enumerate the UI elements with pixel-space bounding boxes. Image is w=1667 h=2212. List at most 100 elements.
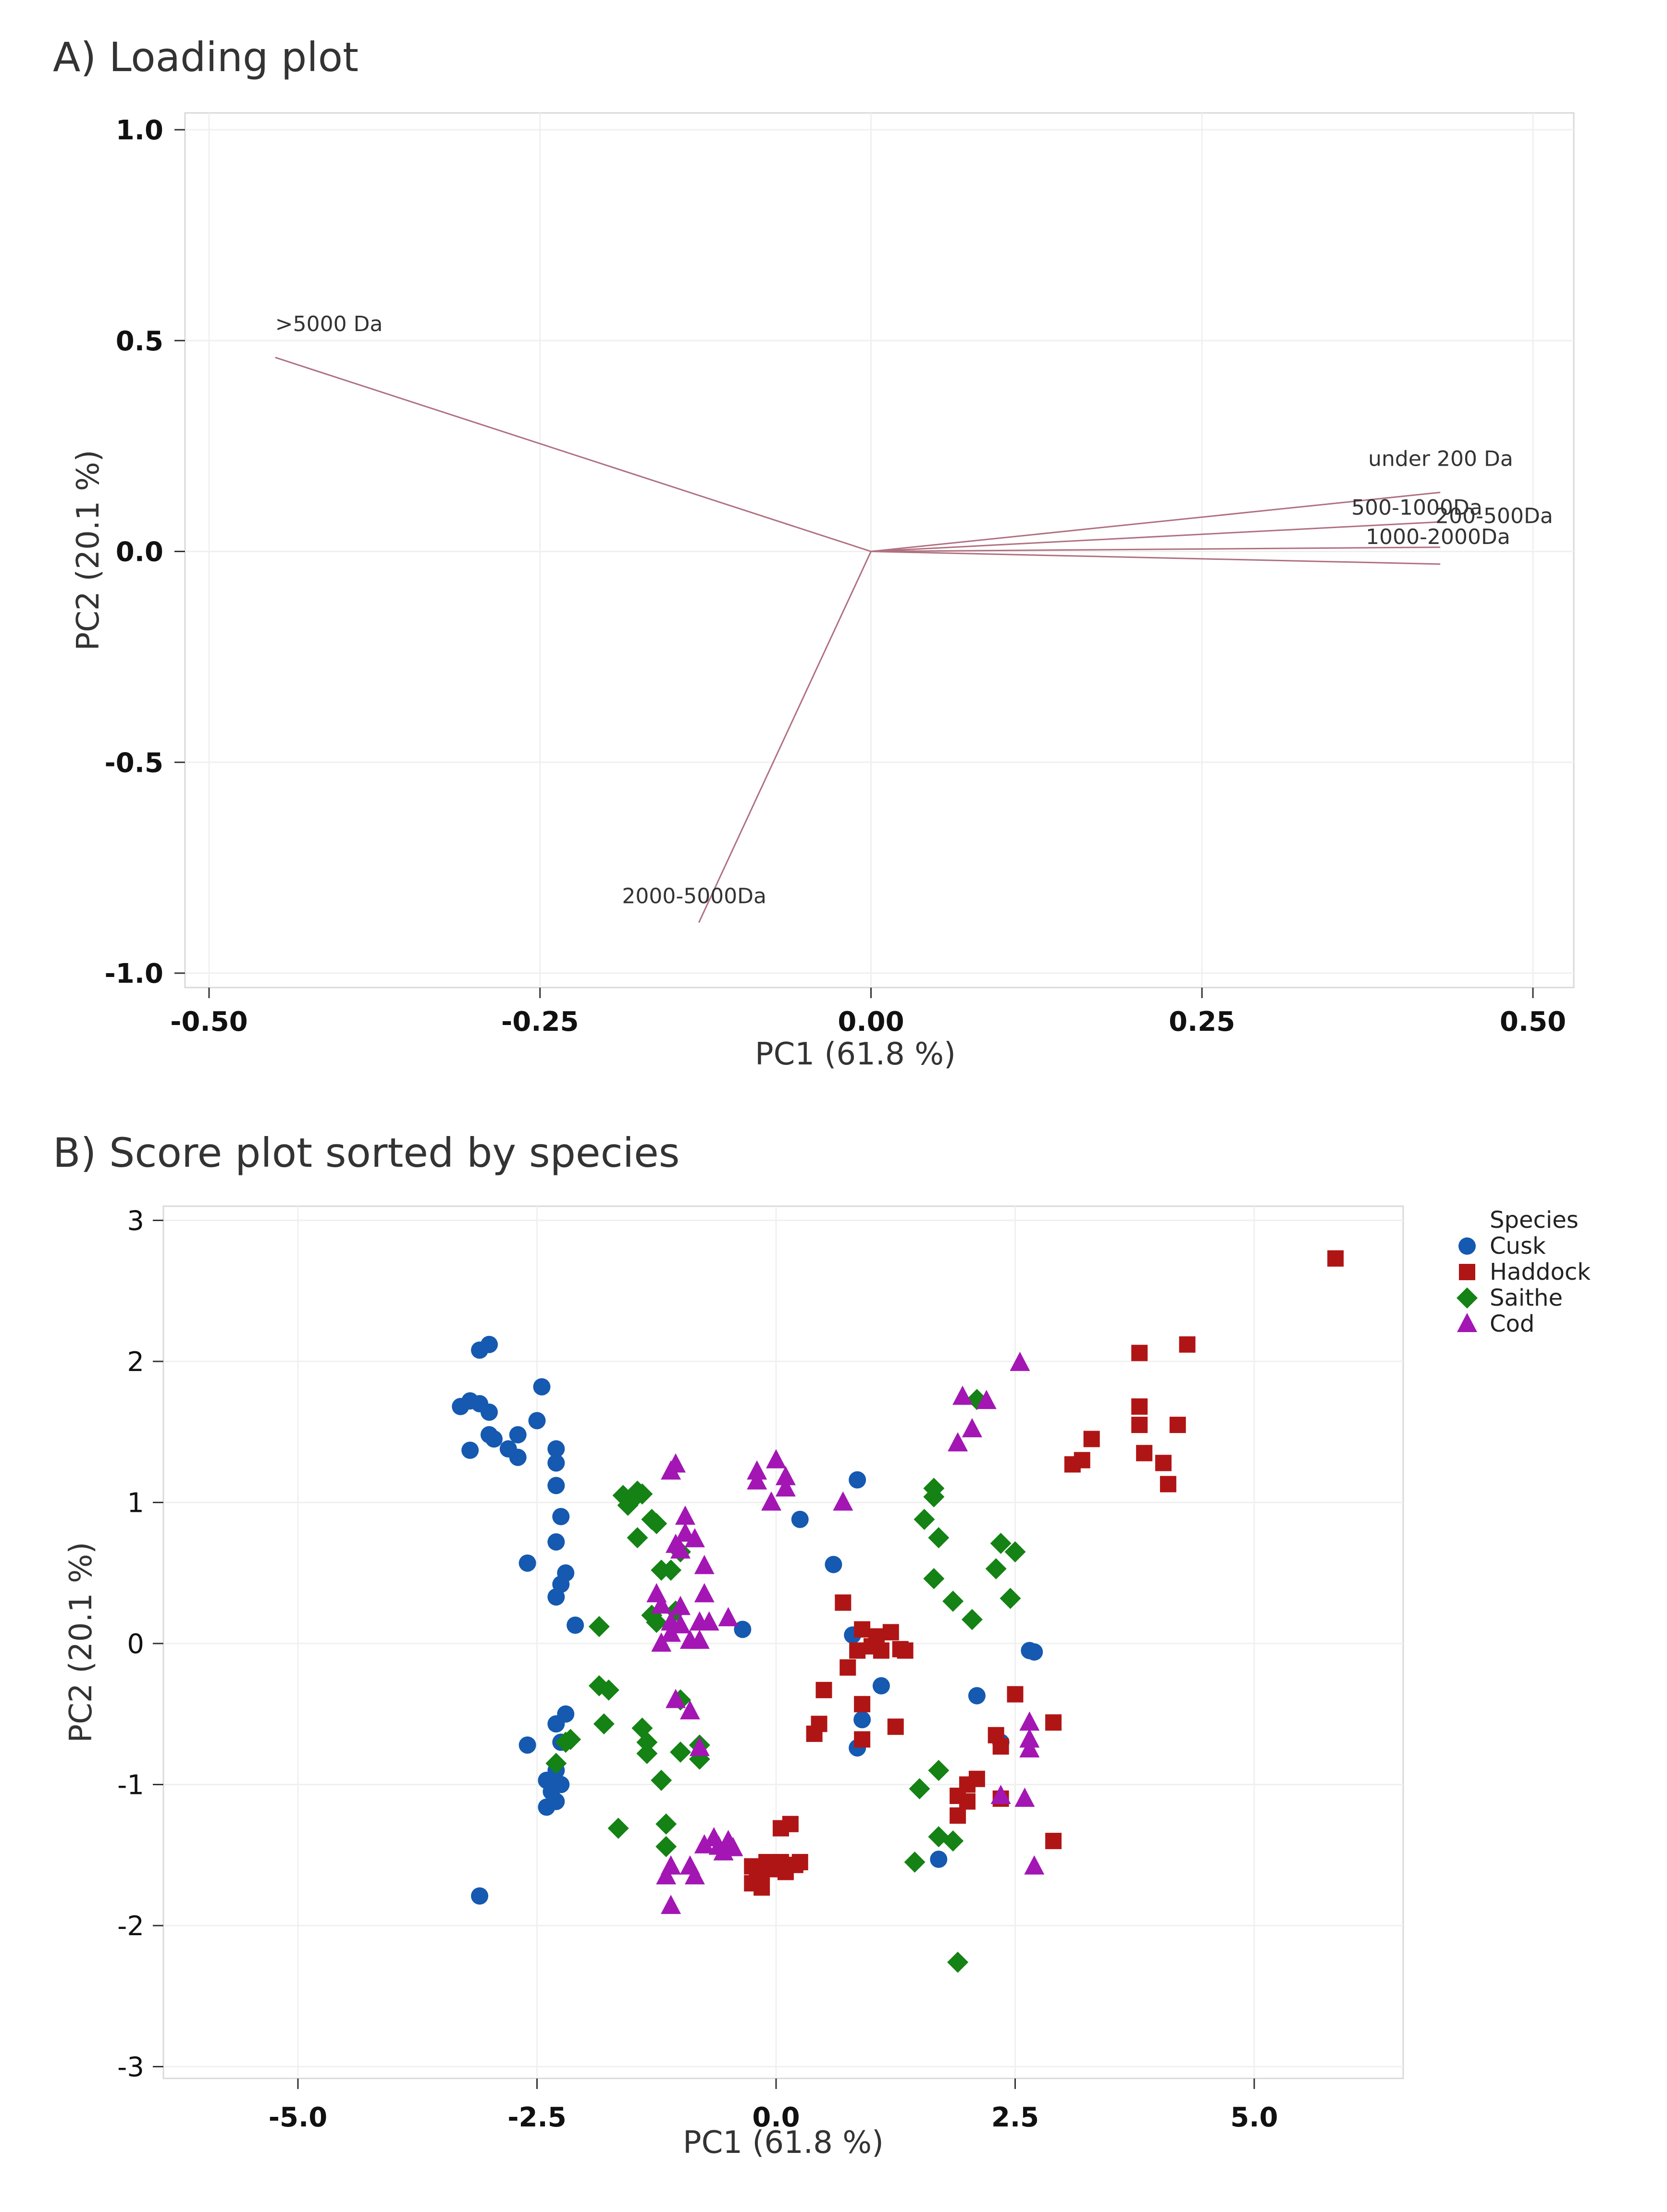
point-saithe <box>904 1851 926 1873</box>
x-tick-label: -2.5 <box>507 2102 566 2133</box>
point-cod <box>1019 1728 1040 1748</box>
point-haddock <box>873 1642 889 1659</box>
point-cod <box>661 1894 681 1914</box>
point-saithe <box>966 1389 988 1410</box>
point-saithe <box>636 1742 658 1764</box>
y-tick-label: -1.0 <box>105 958 163 989</box>
point-haddock <box>854 1696 871 1713</box>
point-saithe <box>607 1817 629 1839</box>
point-haddock <box>1131 1417 1148 1433</box>
score-plot-panel: B) Score plot sorted by species -5.0 -2.5… <box>0 1110 1667 2210</box>
point-cod <box>833 1491 853 1511</box>
point-haddock <box>868 1628 885 1645</box>
y-tick-label: 3 <box>127 1206 144 1237</box>
point-cusk <box>1025 1643 1043 1661</box>
point-cusk <box>481 1403 498 1421</box>
loading-vector <box>871 546 1441 552</box>
point-saithe <box>914 1508 935 1530</box>
point-haddock <box>1131 1398 1148 1415</box>
point-cod <box>1019 1738 1040 1758</box>
point-cusk <box>481 1335 498 1353</box>
point-cusk <box>519 1554 536 1572</box>
point-cusk <box>930 1851 948 1868</box>
point-cod <box>670 1539 691 1559</box>
point-saithe <box>622 1489 643 1510</box>
point-haddock <box>854 1731 871 1748</box>
y-tick-label: 0.5 <box>116 326 163 357</box>
loading-label: >5000 Da <box>275 312 383 336</box>
point-cusk <box>547 1477 565 1495</box>
point-haddock <box>1169 1417 1186 1433</box>
point-cusk <box>528 1412 546 1430</box>
point-cusk <box>552 1508 570 1525</box>
point-haddock <box>1327 1250 1344 1267</box>
point-haddock <box>1045 1832 1062 1849</box>
point-cusk <box>547 1588 565 1606</box>
point-haddock <box>1083 1431 1100 1447</box>
point-cusk <box>509 1448 527 1466</box>
loading-label: under 200 Da <box>1368 447 1513 471</box>
point-haddock <box>791 1854 808 1870</box>
point-cod <box>684 1528 705 1547</box>
point-cusk <box>547 1715 565 1733</box>
point-saithe <box>593 1713 615 1735</box>
legend-label-cusk: Cusk <box>1490 1233 1546 1260</box>
point-haddock <box>1179 1336 1196 1353</box>
point-cusk <box>547 1533 565 1551</box>
loading-label: 1000-2000Da <box>1366 525 1510 549</box>
point-saithe <box>928 1760 950 1781</box>
point-saithe <box>923 1568 945 1589</box>
legend-label-cod: Cod <box>1490 1310 1534 1337</box>
point-saithe <box>1004 1541 1026 1563</box>
point-saithe <box>909 1778 930 1800</box>
point-cod <box>747 1460 767 1480</box>
series-cod <box>646 1351 1045 1914</box>
loading-plot-panel: A) Loading plot -0.50 -0.25 0.00 0.25 0.50 1.… <box>53 34 1575 1072</box>
x-axis-label: PC1 (61.8 %) <box>755 1037 956 1072</box>
point-haddock <box>968 1770 985 1787</box>
loading-label: 200-500Da <box>1435 504 1553 529</box>
x-tick-label: 0.0 <box>752 2102 800 2133</box>
point-saithe <box>588 1616 610 1637</box>
point-cod <box>661 1460 681 1480</box>
series-haddock <box>744 1250 1344 1896</box>
point-cod <box>694 1834 715 1854</box>
point-cusk <box>734 1620 752 1638</box>
point-haddock <box>882 1624 899 1641</box>
point-cusk <box>567 1616 584 1634</box>
point-cod <box>1014 1787 1035 1807</box>
legend-marker-cusk <box>1458 1237 1476 1255</box>
loading-label: 2000-5000Da <box>622 884 766 909</box>
point-saithe <box>985 1558 1007 1580</box>
legend-marker-haddock <box>1459 1264 1475 1280</box>
y-axis-label: PC2 (20.1 %) <box>71 450 106 651</box>
point-cod <box>675 1505 695 1525</box>
point-cusk <box>849 1471 866 1489</box>
loading-vector <box>871 492 1441 552</box>
x-tick-label: 2.5 <box>991 2102 1039 2133</box>
point-cod <box>651 1632 672 1652</box>
point-cod <box>679 1630 700 1649</box>
point-haddock <box>835 1594 852 1611</box>
point-haddock <box>1136 1445 1153 1461</box>
x-tick-label: -0.25 <box>501 1006 579 1038</box>
point-cusk <box>485 1430 503 1448</box>
point-saithe <box>646 1611 667 1633</box>
point-cod <box>651 1594 672 1614</box>
point-saithe <box>560 1729 581 1750</box>
point-saithe <box>655 1813 677 1835</box>
point-cod <box>718 1607 739 1627</box>
point-saithe <box>636 1731 658 1753</box>
point-haddock <box>806 1725 823 1742</box>
point-cod <box>775 1477 796 1497</box>
x-axis-label: PC1 (61.8 %) <box>683 2125 884 2161</box>
point-saithe <box>947 1952 969 1973</box>
point-saithe <box>655 1836 677 1857</box>
point-haddock <box>959 1793 976 1810</box>
legend-marker-cod <box>1457 1313 1477 1332</box>
point-haddock <box>1131 1345 1148 1361</box>
point-saithe <box>545 1753 567 1774</box>
loading-vector <box>871 551 1441 565</box>
series-saithe <box>545 1389 1026 1973</box>
point-haddock <box>950 1807 966 1824</box>
